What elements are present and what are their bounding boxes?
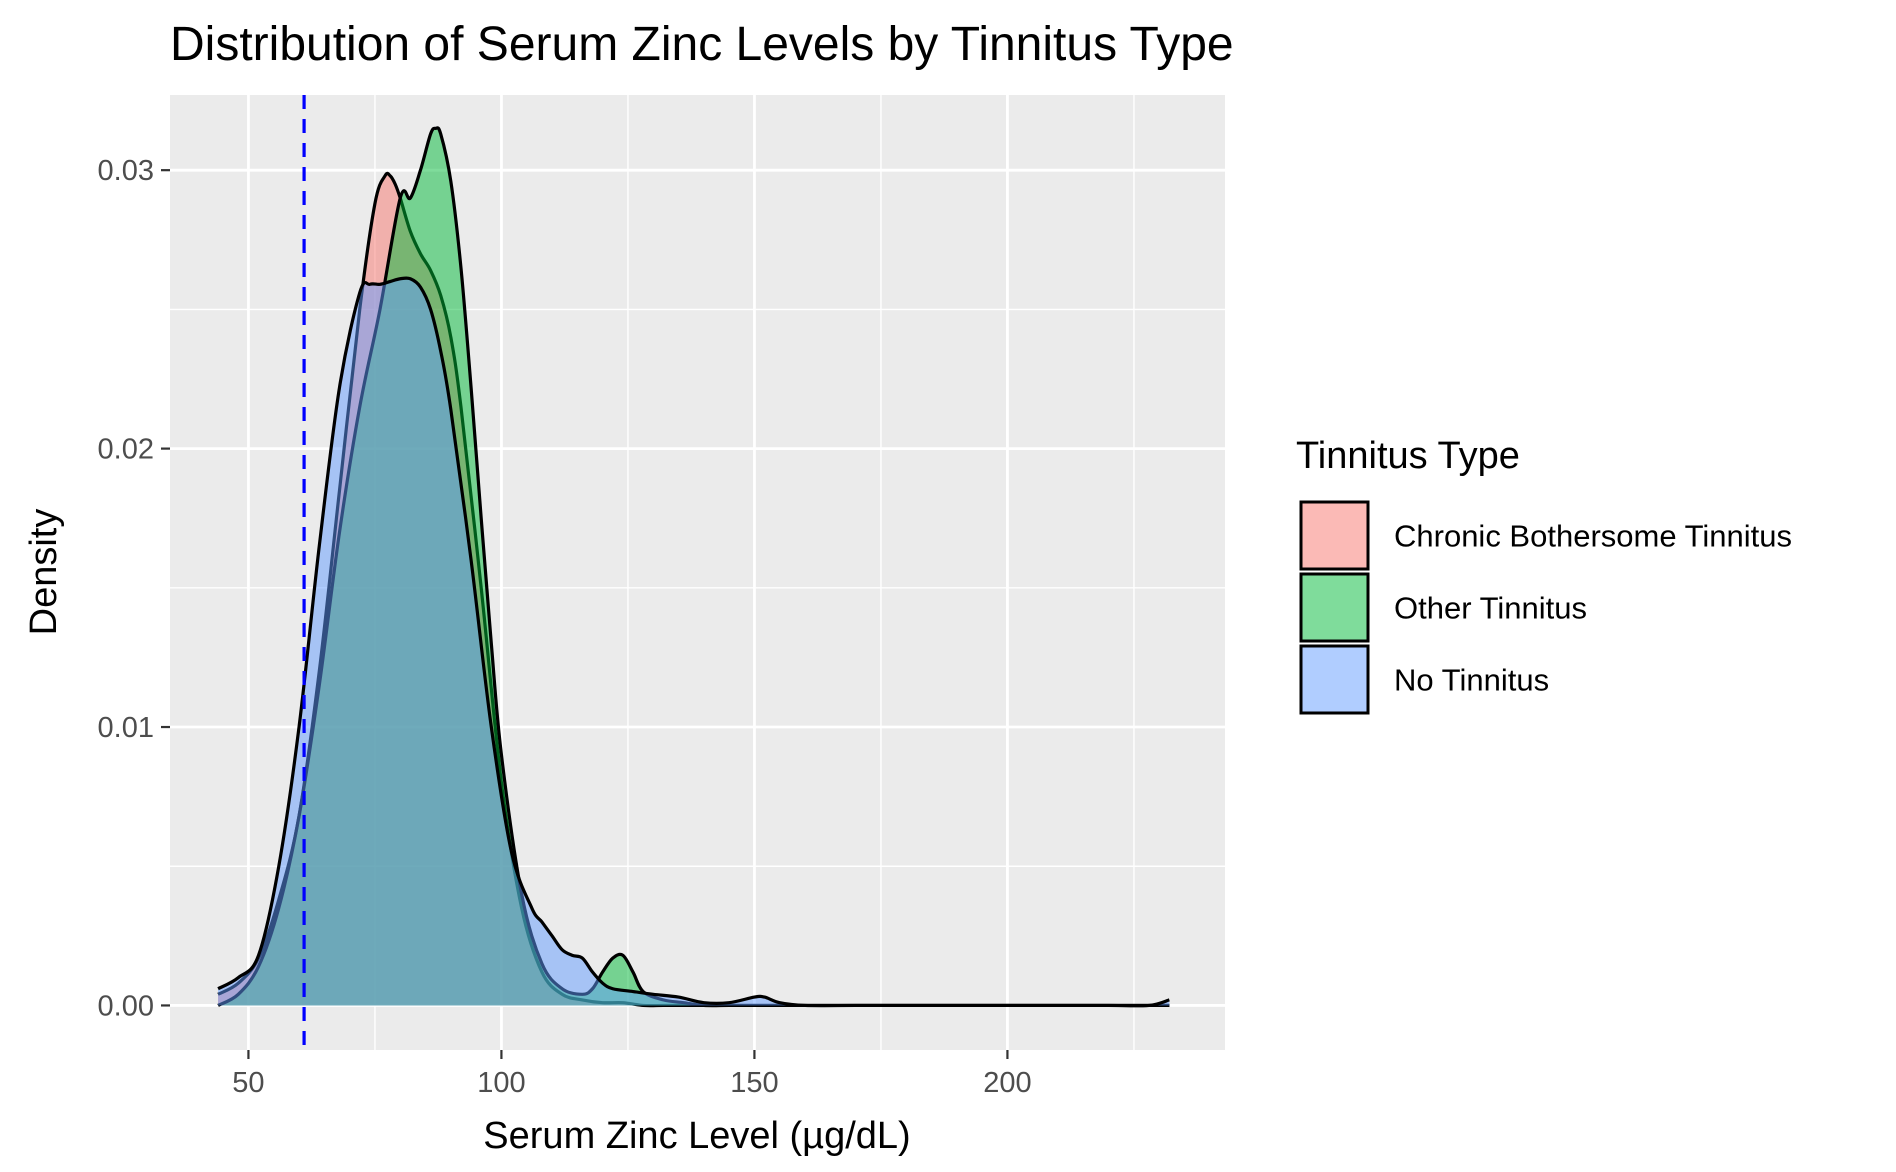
y-axis-title: Density	[23, 509, 65, 636]
density-area-no-tinnitus	[218, 278, 1170, 1006]
legend-key-chronic-bothersome-tinnitus	[1299, 500, 1370, 571]
y-tick-label: 0.00	[98, 990, 154, 1022]
legend-label-chronic-bothersome-tinnitus: Chronic Bothersome Tinnitus	[1394, 519, 1792, 554]
x-tick-label: 100	[477, 1067, 525, 1099]
legend-label-no-tinnitus: No Tinnitus	[1394, 663, 1549, 698]
legend-label-other-tinnitus: Other Tinnitus	[1394, 591, 1587, 626]
x-tick-label: 200	[983, 1067, 1031, 1099]
y-tick-label: 0.03	[98, 155, 154, 187]
legend-key-other-tinnitus	[1299, 572, 1370, 643]
grid-lines	[170, 95, 1225, 1050]
legend-key-no-tinnitus	[1299, 644, 1370, 715]
x-axis-title: Serum Zinc Level (µg/dL)	[483, 1115, 910, 1157]
legend-items: Chronic Bothersome Tinnitus Other Tinnitu…	[1299, 500, 1792, 715]
axes: 50 100 150 200 0.00 0.01 0.02 0.03	[98, 155, 1032, 1099]
x-tick-label: 50	[232, 1067, 264, 1099]
density-line-no-tinnitus	[217, 276, 1170, 1008]
legend-title: Tinnitus Type	[1296, 435, 1520, 477]
chart-title: Distribution of Serum Zinc Levels by Tin…	[170, 18, 1234, 71]
density-areas	[217, 126, 1170, 1008]
y-tick-label: 0.02	[98, 434, 154, 466]
legend: Tinnitus Type Chronic Bothersome Tinnitu…	[1296, 435, 1792, 715]
x-tick-label: 150	[730, 1067, 778, 1099]
y-tick-label: 0.01	[98, 712, 154, 744]
